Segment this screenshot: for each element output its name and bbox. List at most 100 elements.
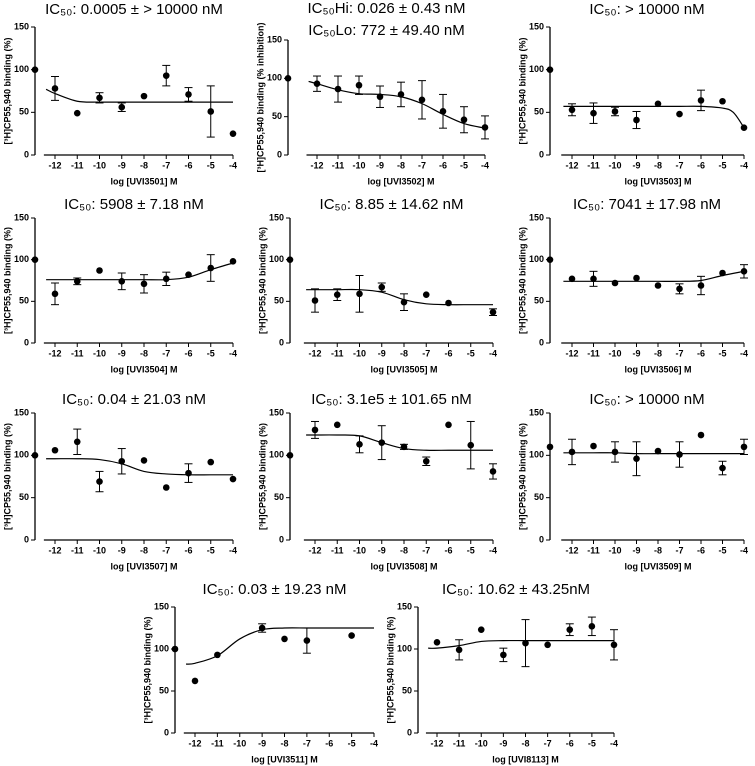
x-axis-label: log [UVI3507] M	[110, 561, 177, 571]
data-point	[611, 279, 619, 287]
data-point	[356, 290, 363, 298]
data-point	[118, 278, 126, 285]
data-point	[185, 271, 192, 278]
x-tick-label: -12	[310, 160, 323, 170]
control-point	[546, 66, 554, 73]
y-axis-label: [³H]CP55,940 binding (% inhibition)	[255, 23, 265, 173]
panel-title: IC₅₀: 10.62 ± 43.25nM	[442, 581, 590, 598]
y-tick-label: 150	[529, 21, 544, 31]
data-point	[544, 641, 551, 649]
x-tick-label: -11	[587, 348, 600, 358]
y-tick-label: 100	[267, 73, 282, 83]
x-axis-label: log [UVI3503] M	[624, 176, 691, 186]
y-tick-label: 150	[529, 407, 544, 417]
y-tick-label: 50	[534, 296, 544, 306]
panel: IC₅₀: 0.03 ± 19.23 nM 0 50 100 150 -12 -11 -10 -…	[142, 581, 378, 764]
data-point	[96, 478, 103, 485]
x-tick-label: -11	[331, 545, 344, 555]
y-tick-label: 100	[529, 64, 544, 74]
panel: IC₅₀: 0.04 ± 21.03 nM 0 50 100 150 -12 -11 -10 -…	[2, 391, 237, 571]
data-point	[439, 108, 447, 115]
x-tick-label: -12	[565, 545, 578, 555]
x-tick-label: -8	[400, 545, 408, 555]
x-tick-label: -6	[184, 160, 192, 170]
x-tick-label: -7	[162, 348, 170, 358]
y-axis-label: [³H]CP55,940 binding (%)	[257, 423, 267, 530]
panel: IC₅₀: > 10000 nM 0 50 100 150 -12 -11 -10 -9 -8 -7…	[517, 391, 748, 571]
y-axis-label: [³H]CP55,940 binding (%)	[517, 423, 527, 530]
x-tick-label: -12	[430, 738, 443, 748]
control-point	[31, 256, 39, 263]
y-tick-label: 100	[269, 450, 284, 460]
x-tick-label: -4	[229, 348, 237, 358]
data-point	[73, 278, 81, 285]
data-point	[697, 431, 705, 439]
x-tick-label: -6	[697, 348, 705, 358]
x-tick-label: -10	[475, 738, 488, 748]
x-tick-label: -7	[418, 160, 426, 170]
data-point	[229, 130, 237, 137]
x-tick-label: -9	[118, 160, 126, 170]
x-tick-label: -12	[565, 160, 578, 170]
panel-title: IC₅₀: > 10000 nM	[589, 391, 704, 408]
x-tick-label: -8	[654, 545, 662, 555]
data-point	[697, 282, 705, 289]
y-tick-label: 50	[19, 492, 29, 502]
control-point	[171, 645, 179, 653]
x-tick-label: -5	[460, 160, 468, 170]
panel-title: IC₅₀: 5908 ± 7.18 nM	[64, 196, 204, 213]
data-point	[333, 291, 341, 298]
fit-curve	[563, 452, 744, 455]
y-tick-label: 50	[534, 107, 544, 117]
data-point	[611, 448, 619, 456]
data-point	[467, 441, 475, 449]
fit-curve	[563, 270, 745, 282]
panel-title: IC₅₀: 0.03 ± 19.23 nM	[203, 581, 347, 598]
data-point	[633, 455, 640, 463]
data-point	[162, 72, 170, 79]
data-point	[590, 442, 597, 450]
panel-title: IC₅₀: 7041 ± 17.98 nM	[573, 196, 721, 213]
x-tick-label: -12	[308, 545, 321, 555]
x-tick-label: -6	[697, 160, 705, 170]
y-tick-label: 0	[24, 149, 29, 159]
data-point	[96, 267, 103, 274]
x-tick-label: -4	[740, 160, 748, 170]
data-point	[445, 299, 452, 307]
data-point	[489, 468, 497, 475]
x-tick-label: -10	[93, 348, 106, 358]
panel: IC₅₀: 3.1e5 ± 101.65 nM 0 50 100 150 -12 -11 -1…	[257, 391, 497, 571]
data-point	[740, 124, 748, 131]
data-point	[96, 94, 103, 102]
panel: IC₅₀: 8.85 ± 14.62 nM 0 50 100 150 -12 -11 -10 -…	[257, 196, 497, 374]
x-tick-label: -6	[439, 160, 447, 170]
data-point	[489, 308, 497, 316]
x-tick-label: -10	[608, 545, 621, 555]
x-tick-label: -8	[400, 348, 408, 358]
x-tick-label: -7	[162, 160, 170, 170]
x-axis-label: log [UVI3505] M	[370, 364, 437, 374]
fit-curve	[45, 88, 233, 103]
x-tick-label: -4	[229, 545, 237, 555]
y-axis-label: [³H]CP55,940 binding (%)	[2, 423, 12, 530]
x-tick-label: -6	[184, 545, 192, 555]
y-tick-label: 150	[14, 21, 29, 31]
x-tick-label: -8	[280, 738, 288, 748]
data-point	[162, 275, 170, 283]
y-tick-label: 150	[14, 212, 29, 222]
data-point	[311, 297, 319, 304]
control-point	[286, 452, 294, 459]
y-tick-label: 0	[164, 727, 169, 737]
x-tick-label: -7	[303, 738, 311, 748]
fit-curve	[563, 105, 745, 129]
x-tick-label: -10	[353, 545, 366, 555]
y-axis-label: [³H]CP55,940 binding (%)	[142, 616, 152, 723]
x-tick-label: -4	[740, 545, 748, 555]
data-point	[566, 626, 574, 633]
x-axis-label: log [UVI3509] M	[624, 561, 691, 571]
y-tick-label: 0	[407, 727, 412, 737]
x-tick-label: -10	[93, 160, 106, 170]
x-tick-label: -5	[348, 738, 356, 748]
x-tick-label: -11	[453, 738, 466, 748]
x-axis-label: log [UVI3511] M	[251, 754, 318, 764]
